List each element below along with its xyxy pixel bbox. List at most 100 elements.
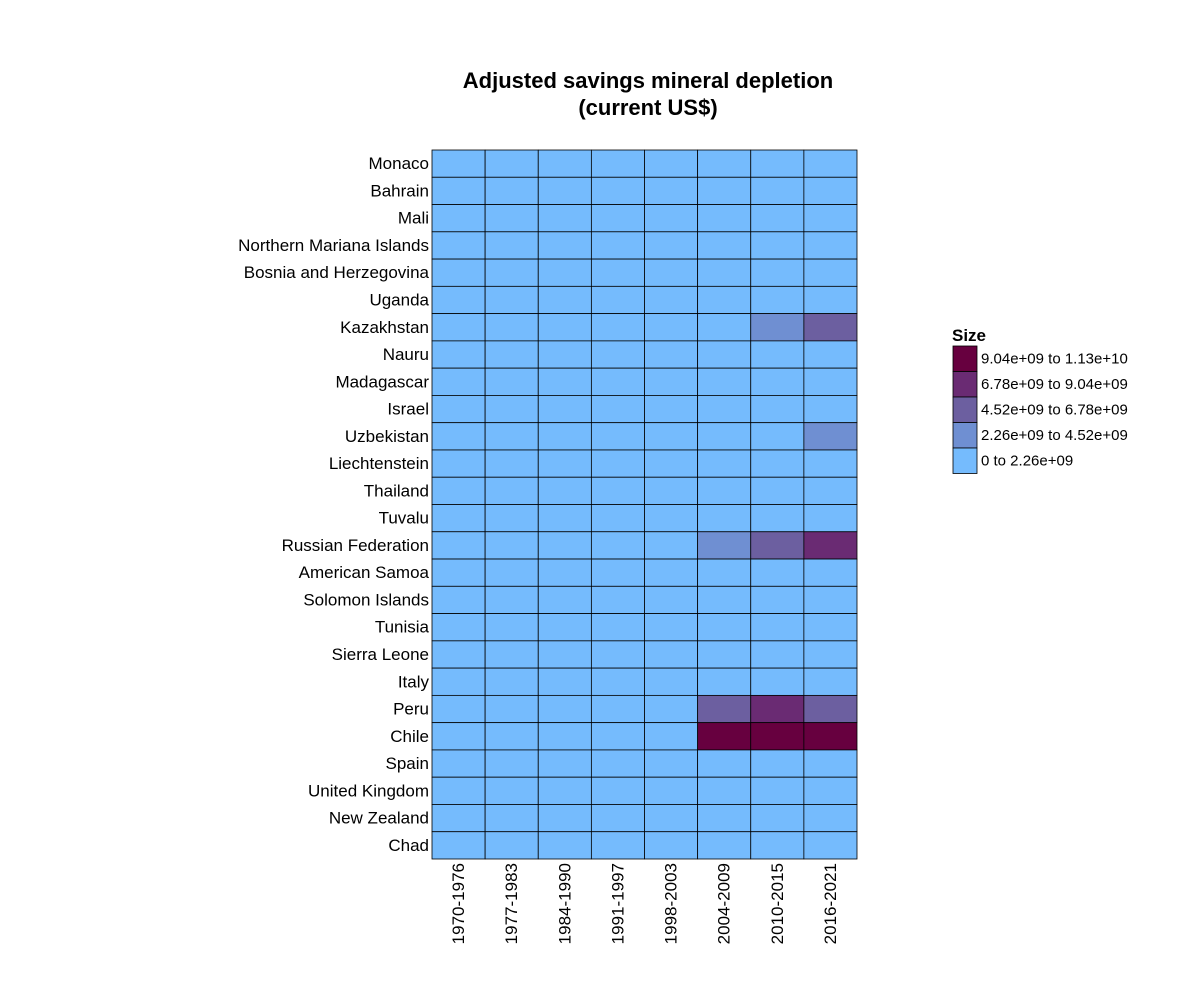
heatmap-cell	[697, 694, 752, 724]
legend-label: 6.78e+09 to 9.04e+09	[981, 376, 1128, 393]
y-axis-label: Solomon Islands	[303, 590, 429, 609]
y-axis-label: Liechtenstein	[329, 454, 429, 473]
heatmap-cell	[697, 531, 752, 560]
heatmap-cell	[431, 831, 486, 860]
heatmap-cell	[803, 258, 858, 287]
heatmap-cell	[750, 804, 805, 833]
heatmap-cell	[697, 667, 752, 696]
x-axis-labels: 1970-1976 1977-1983 1984-1990 1991-1997 1998…	[449, 863, 840, 944]
heatmap-cell	[484, 640, 539, 669]
heatmap-cell	[590, 585, 645, 614]
heatmap-cell	[644, 313, 699, 342]
heatmap-cell	[803, 231, 858, 260]
heatmap-cell	[803, 422, 858, 451]
y-axis-label: Peru	[393, 700, 429, 719]
heatmap-cell	[431, 558, 486, 587]
heatmap-cell	[590, 694, 645, 724]
heatmap-cell	[644, 504, 699, 533]
y-axis-label: Chile	[390, 727, 429, 746]
heatmap-cell	[431, 340, 486, 369]
heatmap-cell	[644, 585, 699, 614]
heatmap-cell	[537, 722, 592, 751]
heatmap-cell	[590, 722, 645, 751]
heatmap-cell	[803, 204, 858, 233]
heatmap-cell	[431, 749, 486, 778]
heatmap-cell	[697, 640, 752, 669]
heatmap-cell	[803, 640, 858, 669]
heatmap-cell	[484, 694, 539, 724]
heatmap-cell	[431, 640, 486, 669]
heatmap-cell	[644, 558, 699, 587]
heatmap-cell	[750, 285, 805, 315]
heatmap-cell	[537, 422, 592, 451]
heatmap-cell	[484, 285, 539, 315]
heatmap-cell	[803, 804, 858, 833]
heatmap-cell	[431, 367, 486, 396]
heatmap-cell	[697, 422, 752, 451]
heatmap-cell	[484, 340, 539, 369]
heatmap-cell	[431, 449, 486, 478]
heatmap-cell	[590, 776, 645, 805]
heatmap-cell	[431, 585, 486, 614]
heatmap-cell	[431, 804, 486, 833]
heatmap-cell	[484, 776, 539, 805]
y-axis-label: Monaco	[369, 154, 429, 173]
heatmap-cell	[590, 204, 645, 233]
heatmap-cell	[590, 749, 645, 778]
heatmap-cell	[644, 667, 699, 696]
y-axis-label: Sierra Leone	[332, 645, 429, 664]
legend-swatch	[952, 371, 978, 398]
x-axis-label: 1991-1997	[608, 863, 627, 944]
heatmap-cell	[803, 558, 858, 587]
heatmap-cell	[431, 258, 486, 287]
heatmap-cell	[803, 313, 858, 342]
legend-label: 9.04e+09 to 1.13e+10	[981, 350, 1128, 367]
heatmap-cell	[590, 367, 645, 396]
heatmap-cell	[431, 776, 486, 805]
chart-title-line-2: (current US$)	[578, 95, 717, 120]
heatmap-cell	[484, 749, 539, 778]
heatmap-cell	[537, 231, 592, 260]
heatmap-cell	[431, 694, 486, 724]
heatmap-cell	[803, 149, 858, 178]
heatmap-cell	[484, 476, 539, 505]
heatmap-cell	[644, 258, 699, 287]
heatmap-cell	[750, 722, 805, 751]
heatmap-cell	[644, 776, 699, 805]
heatmap-cell	[803, 285, 858, 315]
heatmap-cell	[590, 285, 645, 315]
y-axis-label: Thailand	[364, 481, 429, 500]
y-axis-label: Spain	[386, 754, 429, 773]
heatmap-cell	[644, 176, 699, 205]
heatmap-cell	[644, 367, 699, 396]
heatmap-cell	[644, 231, 699, 260]
heatmap-cell	[537, 558, 592, 587]
heatmap-cell	[431, 176, 486, 205]
chart-title-line-1: Adjusted savings mineral depletion	[463, 68, 833, 93]
heatmap-cell	[590, 558, 645, 587]
heatmap-cell	[697, 776, 752, 805]
heatmap-cell	[537, 613, 592, 642]
heatmap-cell	[484, 313, 539, 342]
x-axis-label: 2016-2021	[821, 863, 840, 944]
heatmap-cell	[697, 585, 752, 614]
heatmap-cell	[697, 340, 752, 369]
heatmap-cell	[803, 176, 858, 205]
heatmap-cell	[484, 558, 539, 587]
heatmap-cell	[484, 722, 539, 751]
heatmap-cell	[431, 204, 486, 233]
heatmap-cell	[803, 367, 858, 396]
heatmap-cell	[697, 313, 752, 342]
heatmap-cell	[484, 531, 539, 560]
legend-label: 2.26e+09 to 4.52e+09	[981, 427, 1128, 444]
heatmap-cell	[750, 422, 805, 451]
heatmap-cell	[431, 231, 486, 260]
heatmap-cell	[537, 504, 592, 533]
heatmap-cell	[644, 476, 699, 505]
heatmap-cell	[431, 531, 486, 560]
x-axis-label: 2004-2009	[715, 863, 734, 944]
heatmap-cell	[644, 340, 699, 369]
legend-title: Size	[952, 326, 986, 345]
heatmap-cell	[644, 422, 699, 451]
heatmap-cell	[644, 804, 699, 833]
